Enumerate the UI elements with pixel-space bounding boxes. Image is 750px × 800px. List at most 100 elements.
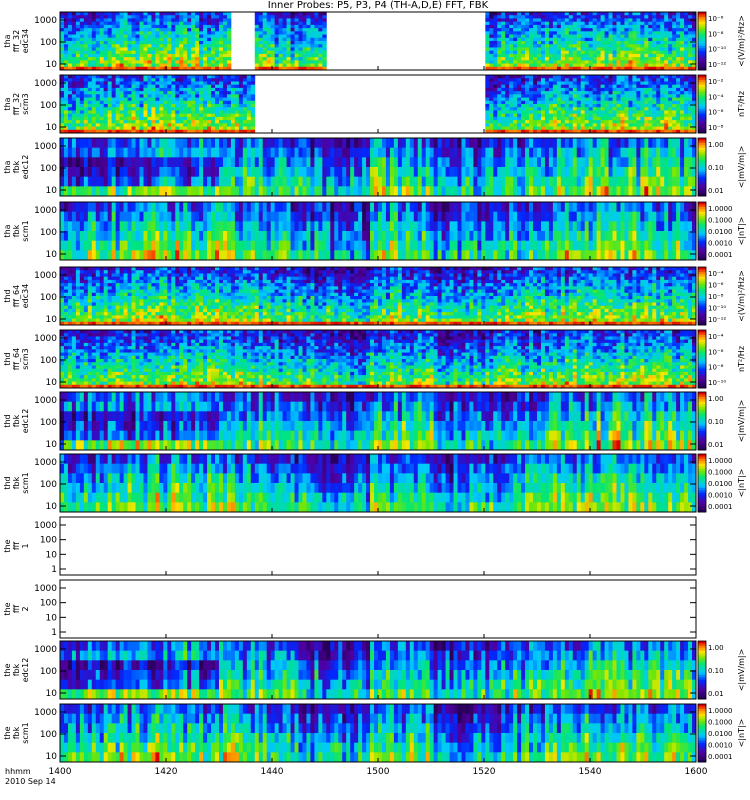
spectrogram-cell	[207, 147, 212, 158]
spectrogram-cell	[147, 78, 152, 82]
spectrogram-cell	[548, 47, 554, 52]
spectrogram-cell	[211, 147, 216, 158]
spectrogram-cell	[151, 63, 156, 68]
spectrogram-cell	[159, 75, 164, 79]
spectrogram-cell	[680, 53, 685, 58]
spectrogram-cell	[326, 176, 331, 187]
spectrogram-cell	[215, 116, 220, 121]
spectrogram-cell	[692, 12, 697, 16]
spectrogram-cell	[556, 44, 562, 48]
spectrogram-cell	[668, 176, 673, 187]
spectrogram-cell	[115, 21, 121, 26]
spectrogram-cell	[644, 84, 649, 89]
spectrogram-cell	[688, 147, 693, 158]
spectrogram-cell	[521, 147, 526, 158]
spectrogram-cell	[203, 12, 208, 16]
spectrogram-cell	[644, 147, 649, 158]
spectrogram-cell	[656, 97, 661, 102]
spectrogram-cell	[405, 176, 411, 187]
spectrogram-cell	[692, 21, 697, 26]
spectrogram-cell	[505, 60, 510, 64]
spectrogram-cell	[624, 78, 629, 82]
spectrogram-cell	[604, 100, 609, 105]
spectrogram-cell	[668, 21, 673, 26]
spectrogram-cell	[95, 100, 101, 105]
spectrogram-cell	[509, 50, 514, 55]
spectrogram-cell	[155, 15, 160, 19]
spectrogram-cell	[548, 138, 554, 149]
spectrogram-cell	[207, 66, 212, 71]
spectrogram-cell	[401, 186, 407, 197]
spectrogram-cell	[628, 157, 633, 168]
spectrogram-cell	[274, 57, 280, 61]
spectrogram-cell	[258, 37, 264, 42]
spectrogram-cell	[644, 53, 649, 58]
spectrogram-cell	[167, 47, 172, 52]
spectrogram-cell	[286, 186, 291, 197]
spectrogram-cell	[660, 81, 665, 86]
spectrogram-cell	[493, 81, 498, 86]
y-tick-label: 1000	[34, 79, 57, 89]
spectrogram-cell	[644, 120, 649, 124]
spectrogram-cell	[509, 138, 514, 149]
colorbar-segment	[698, 152, 706, 156]
spectrogram-cell	[143, 157, 148, 168]
spectrogram-cell	[139, 53, 144, 58]
spectrogram-cell	[83, 110, 89, 115]
spectrogram-cell	[588, 75, 594, 79]
spectrogram-cell	[616, 147, 621, 158]
spectrogram-cell	[195, 18, 200, 23]
spectrogram-cell	[171, 104, 176, 108]
spectrogram-cell	[103, 116, 109, 121]
spectrogram-cell	[203, 84, 208, 89]
spectrogram-cell	[322, 157, 327, 168]
spectrogram-cell	[540, 126, 546, 131]
spectrogram-cell	[680, 129, 685, 134]
spectrogram-cell	[187, 12, 192, 16]
spectrogram-cell	[207, 104, 212, 108]
spectrogram-cell	[302, 44, 307, 48]
spectrogram-cell	[540, 107, 546, 111]
spectrogram-cell	[211, 12, 216, 16]
spectrogram-cell	[572, 116, 578, 121]
spectrogram-cell	[199, 18, 204, 23]
spectrogram-cell	[135, 28, 140, 32]
spectrogram-cell	[425, 157, 431, 168]
spectrogram-cell	[270, 167, 276, 178]
spectrogram-cell	[509, 34, 514, 39]
spectrogram-cell	[322, 176, 327, 187]
spectrogram-cell	[552, 60, 558, 64]
spectrogram-cell	[60, 186, 65, 197]
colorbar-segment	[698, 118, 706, 122]
spectrogram-cell	[67, 66, 73, 71]
spectrogram-cell	[489, 57, 494, 61]
spectrogram-cell	[668, 120, 673, 124]
spectrogram-cell	[560, 75, 566, 79]
spectrogram-cell	[282, 28, 287, 32]
spectrogram-cell	[310, 12, 315, 16]
spectrogram-cell	[95, 91, 101, 95]
spectrogram-cell	[608, 104, 613, 108]
spectrogram-cell	[481, 138, 486, 149]
spectrogram-cell	[155, 53, 160, 58]
spectrogram-cell	[79, 60, 85, 64]
spectrogram-cell	[119, 75, 125, 79]
spectrogram-cell	[262, 37, 268, 42]
spectrogram-cell	[238, 123, 244, 127]
spectrogram-cell	[159, 113, 164, 118]
spectrogram-cell	[270, 24, 276, 29]
spectrogram-cell	[644, 66, 649, 71]
spectrogram-cell	[636, 41, 641, 45]
spectrogram-cell	[306, 50, 311, 55]
spectrogram-cell	[596, 87, 602, 92]
spectrogram-cell	[314, 186, 319, 197]
spectrogram-cell	[572, 87, 578, 92]
spectrogram-cell	[461, 167, 466, 178]
spectrogram-cell	[604, 110, 609, 115]
spectrogram-cell	[497, 18, 502, 23]
spectrogram-cell	[87, 147, 93, 158]
spectrogram-cell	[318, 176, 323, 187]
spectrogram-cell	[60, 60, 65, 64]
spectrogram-cell	[222, 15, 228, 19]
spectrogram-cell	[616, 18, 621, 23]
